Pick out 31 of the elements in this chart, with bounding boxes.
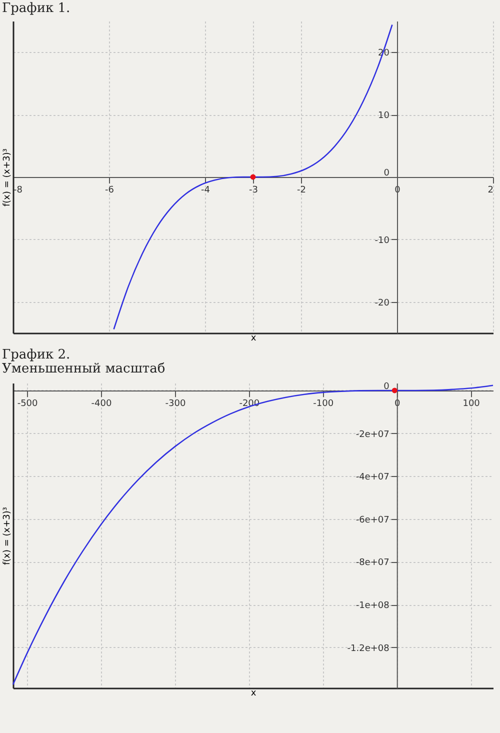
- y-tick-label: -6e+07: [356, 515, 390, 526]
- chart-subtitle: Уменьшенный масштаб: [2, 361, 166, 376]
- chart-title: График 2.: [2, 347, 70, 362]
- line-series: [12, 384, 494, 686]
- x-axis-title: x: [250, 334, 257, 344]
- y-tick-label: 0: [384, 168, 390, 178]
- x-tick-label: -4: [201, 186, 210, 196]
- chart-title: График 1.: [2, 1, 70, 16]
- x-axis-title: x: [250, 688, 257, 698]
- y-tick-label: -20: [374, 298, 390, 308]
- y-axis-title: f(x) = (x+3)³: [2, 148, 12, 207]
- y-tick-label: -4e+07: [356, 472, 390, 483]
- y-tick-label: -10: [374, 236, 390, 246]
- x-tick-label: -2: [297, 186, 306, 196]
- x-tick-label: -500: [17, 398, 38, 409]
- y-tick-label: -2e+07: [356, 430, 390, 440]
- x-tick-label: 100: [462, 398, 480, 409]
- y-tick-label: 10: [378, 111, 390, 122]
- x-tick-label: -3: [249, 186, 258, 196]
- y-axis-title: f(x) = (x+3)³: [2, 506, 12, 566]
- y-tick-label: 0: [384, 382, 390, 392]
- x-tick-label: -100: [313, 398, 334, 409]
- y-tick-label: -8e+07: [356, 558, 390, 568]
- x-tick-label: 2: [488, 186, 494, 196]
- y-tick-label: -1.2e+08: [347, 644, 390, 654]
- x-tick-label: -400: [91, 398, 112, 409]
- line-series: [113, 24, 393, 330]
- x-tick-label: -8: [14, 186, 23, 196]
- x-tick-label: -6: [105, 186, 114, 196]
- y-tick-label: -1e+08: [356, 601, 390, 612]
- x-tick-label: -300: [165, 398, 186, 409]
